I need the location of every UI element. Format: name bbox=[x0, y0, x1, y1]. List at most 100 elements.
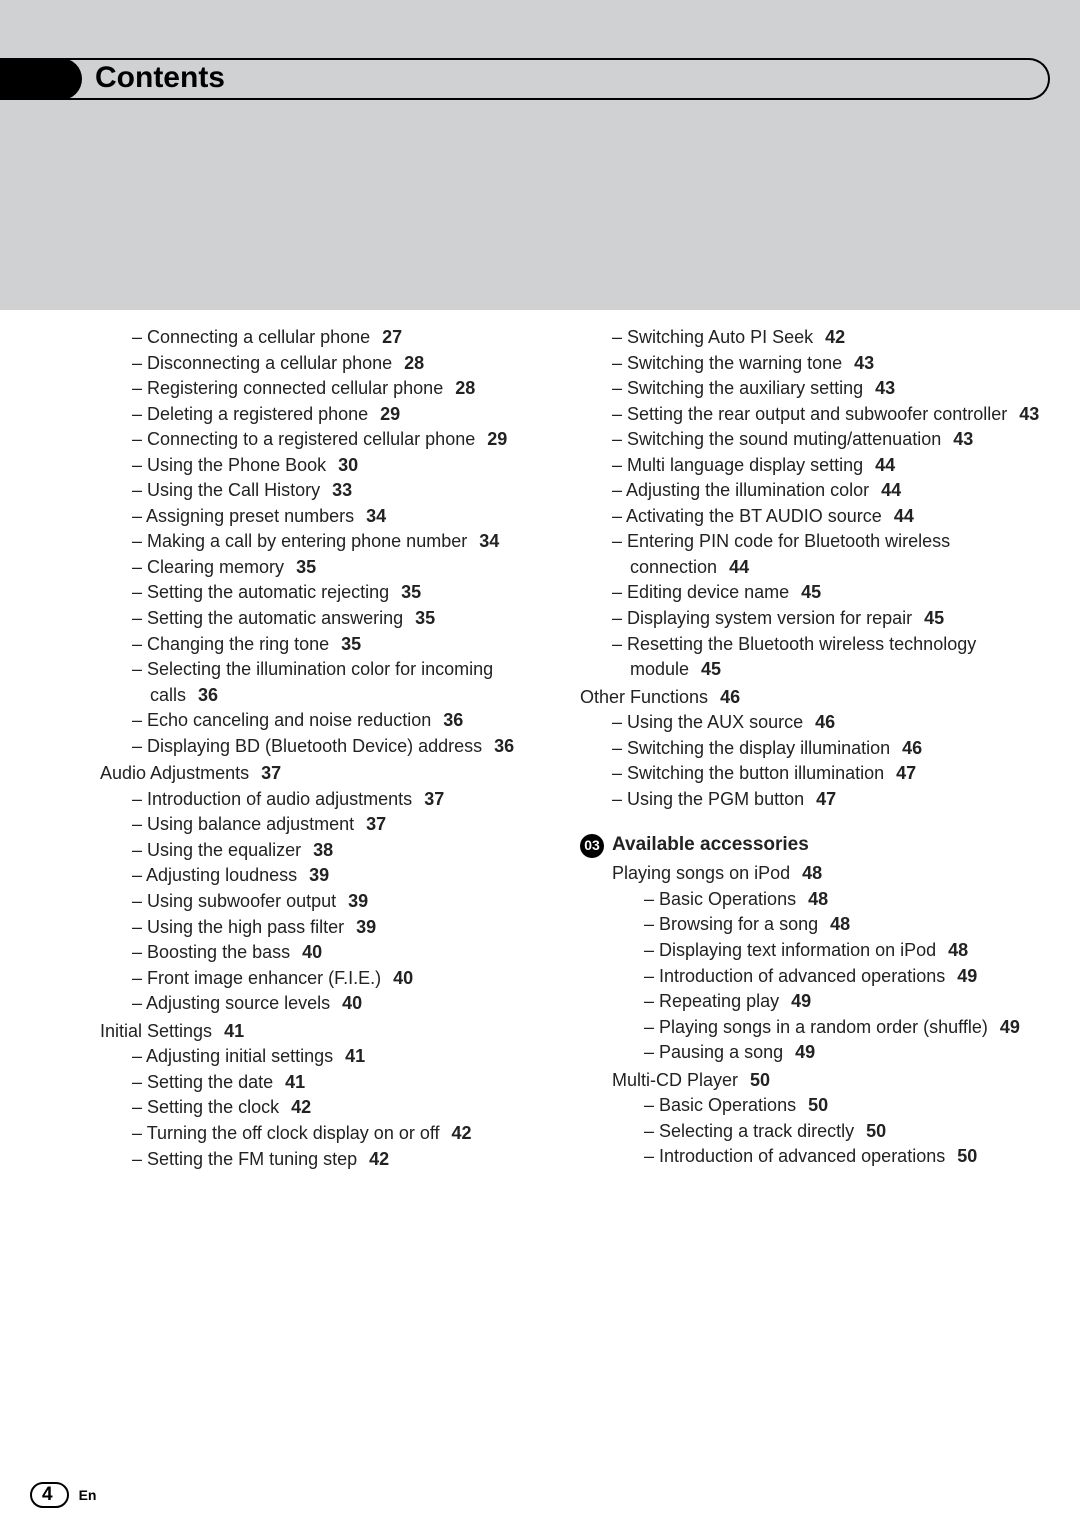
toc-sub-item: Setting the FM tuning step 42 bbox=[100, 1147, 540, 1173]
toc-item-text: Setting the date bbox=[147, 1072, 273, 1092]
toc-sub-item: Introduction of advanced operations 50 bbox=[580, 1144, 1040, 1170]
toc-item-text: Setting the automatic rejecting bbox=[147, 582, 389, 602]
toc-sub-item: Echo canceling and noise reduction36 bbox=[100, 708, 540, 734]
toc-item-text: Introduction of advanced operations bbox=[659, 1146, 945, 1166]
toc-item-page: 46 bbox=[815, 712, 835, 732]
toc-item-text: Editing device name bbox=[627, 582, 789, 602]
toc-item-page: 34 bbox=[366, 506, 386, 526]
toc-item-text: Basic Operations bbox=[659, 1095, 796, 1115]
toc-item-page: 44 bbox=[729, 557, 749, 577]
toc-section: Multi-CD Player50 bbox=[612, 1068, 1040, 1094]
toc-item-page: 43 bbox=[1019, 404, 1039, 424]
toc-sub-item: Registering connected cellular phone28 bbox=[100, 376, 540, 402]
toc-sub-item: Using the Phone Book30 bbox=[100, 453, 540, 479]
toc-item-page: 47 bbox=[896, 763, 916, 783]
toc-sub-item: Entering PIN code for Bluetooth wireless… bbox=[580, 529, 1040, 580]
toc-sub-item: Assigning preset numbers34 bbox=[100, 504, 540, 530]
toc-sub-item: Setting the automatic answering35 bbox=[100, 606, 540, 632]
toc-item-text: Disconnecting a cellular phone bbox=[147, 353, 392, 373]
toc-sub-item: Pausing a song 49 bbox=[580, 1040, 1040, 1066]
toc-item-text: Switching the sound muting/attenuation bbox=[627, 429, 941, 449]
toc-sub-item: Switching the sound muting/attenuation 43 bbox=[580, 427, 1040, 453]
toc-item-page: 42 bbox=[369, 1149, 389, 1169]
toc-item-text: Switching Auto PI Seek bbox=[627, 327, 813, 347]
toc-item-text: Boosting the bass bbox=[147, 942, 290, 962]
toc-item-page: 38 bbox=[313, 840, 333, 860]
title-bar: Contents bbox=[0, 58, 1050, 102]
toc-item-text: Connecting a cellular phone bbox=[147, 327, 370, 347]
toc-item-text: Displaying system version for repair bbox=[627, 608, 912, 628]
toc-item-page: 49 bbox=[791, 991, 811, 1011]
toc-section-text: Audio Adjustments bbox=[100, 763, 249, 783]
toc-item-text: Echo canceling and noise reduction bbox=[147, 710, 431, 730]
toc-sub-item: Disconnecting a cellular phone 28 bbox=[100, 351, 540, 377]
toc-item-page: 39 bbox=[356, 917, 376, 937]
page-number: 4 bbox=[30, 1482, 69, 1508]
toc-item-page: 43 bbox=[953, 429, 973, 449]
toc-section-text: Multi-CD Player bbox=[612, 1070, 738, 1090]
toc-sub-item: Turning the off clock display on or off4… bbox=[100, 1121, 540, 1147]
toc-item-text: Adjusting source levels bbox=[146, 993, 330, 1013]
toc-item-page: 43 bbox=[854, 353, 874, 373]
toc-sub-item: Introduction of advanced operations49 bbox=[580, 964, 1040, 990]
toc-item-page: 47 bbox=[816, 789, 836, 809]
toc-sub-item: Browsing for a song48 bbox=[580, 912, 1040, 938]
toc-sub-item: Editing device name45 bbox=[580, 580, 1040, 606]
toc-item-page: 39 bbox=[309, 865, 329, 885]
toc-item-page: 29 bbox=[380, 404, 400, 424]
toc-item-text: Setting the FM tuning step bbox=[147, 1149, 357, 1169]
toc-section-page: 41 bbox=[224, 1021, 244, 1041]
toc-item-text: Selecting a track directly bbox=[659, 1121, 854, 1141]
toc-sub-item: Multi language display setting44 bbox=[580, 453, 1040, 479]
toc-item-page: 39 bbox=[348, 891, 368, 911]
toc-item-page: 50 bbox=[957, 1146, 977, 1166]
toc-sub-item: Activating the BT AUDIO source44 bbox=[580, 504, 1040, 530]
toc-item-page: 33 bbox=[332, 480, 352, 500]
toc-item-text: Browsing for a song bbox=[659, 914, 818, 934]
toc-item-page: 35 bbox=[415, 608, 435, 628]
toc-item-page: 45 bbox=[701, 659, 721, 679]
toc-item-page: 42 bbox=[452, 1123, 472, 1143]
toc-sub-item: Using balance adjustment37 bbox=[100, 812, 540, 838]
toc-item-text: Clearing memory bbox=[147, 557, 284, 577]
toc-item-text: Basic Operations bbox=[659, 889, 796, 909]
chapter-heading: 03Available accessories bbox=[580, 832, 1040, 859]
toc-item-page: 40 bbox=[393, 968, 413, 988]
toc-sub-item: Displaying text information on iPod48 bbox=[580, 938, 1040, 964]
toc-item-page: 35 bbox=[341, 634, 361, 654]
toc-item-page: 49 bbox=[957, 966, 977, 986]
content-area: Connecting a cellular phone27Disconnecti… bbox=[0, 325, 1080, 1470]
toc-sub-item: Basic Operations48 bbox=[580, 887, 1040, 913]
toc-item-text: Using the AUX source bbox=[627, 712, 803, 732]
toc-sub-item: Setting the rear output and subwoofer co… bbox=[580, 402, 1040, 428]
toc-sub-item: Switching the button illumination47 bbox=[580, 761, 1040, 787]
toc-sub-item: Using the PGM button47 bbox=[580, 787, 1040, 813]
toc-section-text: Other Functions bbox=[580, 687, 708, 707]
toc-sub-item: Introduction of audio adjustments37 bbox=[100, 787, 540, 813]
toc-sub-item: Connecting a cellular phone27 bbox=[100, 325, 540, 351]
toc-item-page: 49 bbox=[795, 1042, 815, 1062]
toc-item-text: Playing songs in a random order (shuffle… bbox=[659, 1017, 988, 1037]
toc-sub-item: Setting the clock42 bbox=[100, 1095, 540, 1121]
toc-item-text: Making a call by entering phone number bbox=[147, 531, 467, 551]
toc-sub-item: Displaying BD (Bluetooth Device) address… bbox=[100, 734, 540, 760]
toc-sub-item: Adjusting loudness39 bbox=[100, 863, 540, 889]
toc-item-page: 50 bbox=[808, 1095, 828, 1115]
toc-item-page: 36 bbox=[494, 736, 514, 756]
toc-item-page: 48 bbox=[948, 940, 968, 960]
toc-item-text: Using the Phone Book bbox=[147, 455, 326, 475]
page-title: Contents bbox=[95, 61, 225, 95]
toc-item-text: Adjusting initial settings bbox=[146, 1046, 333, 1066]
column-right: Switching Auto PI Seek42Switching the wa… bbox=[570, 325, 1040, 1470]
toc-item-page: 44 bbox=[875, 455, 895, 475]
toc-item-page: 28 bbox=[404, 353, 424, 373]
toc-section: Initial Settings41 bbox=[100, 1019, 540, 1045]
toc-item-page: 41 bbox=[345, 1046, 365, 1066]
toc-item-page: 43 bbox=[875, 378, 895, 398]
toc-sub-item: Switching Auto PI Seek42 bbox=[580, 325, 1040, 351]
toc-sub-item: Playing songs in a random order (shuffle… bbox=[580, 1015, 1040, 1041]
toc-item-page: 29 bbox=[487, 429, 507, 449]
toc-item-text: Pausing a song bbox=[659, 1042, 783, 1062]
toc-sub-item: Using subwoofer output39 bbox=[100, 889, 540, 915]
toc-item-page: 46 bbox=[902, 738, 922, 758]
